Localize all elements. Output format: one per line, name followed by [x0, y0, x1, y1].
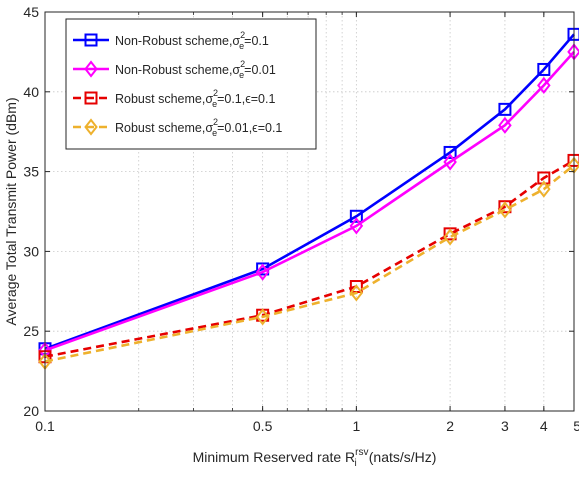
- x-tick-label: 0.5: [253, 418, 273, 434]
- x-tick-label: 2: [446, 418, 454, 434]
- x-axis-label-main: Minimum Reserved rate R: [193, 449, 356, 465]
- x-tick-label: 0.1: [35, 418, 55, 434]
- y-tick-label: 30: [23, 243, 39, 259]
- y-axis-label: Average Total Transmit Power (dBm): [3, 97, 19, 325]
- legend-label-text: Non-Robust scheme,σ: [115, 34, 240, 48]
- y-tick-label: 25: [23, 323, 39, 339]
- x-tick-label: 1: [352, 418, 360, 434]
- x-axis-label-superscript: rsv: [355, 447, 368, 458]
- legend-label-value: =0.1,ϵ=0.1: [217, 92, 275, 106]
- x-tick-label: 5: [573, 418, 579, 434]
- y-tick-label: 45: [23, 4, 39, 20]
- legend-label-value: =0.01: [244, 63, 276, 77]
- legend-label-text: Robust scheme,σ: [115, 92, 213, 106]
- x-axis-label-subscript: i: [355, 458, 357, 469]
- y-tick-label: 35: [23, 164, 39, 180]
- y-tick-label: 20: [23, 403, 39, 419]
- legend-label-value: =0.1: [244, 34, 269, 48]
- legend-label-text: Non-Robust scheme,σ: [115, 63, 240, 77]
- legend-label-text: Robust scheme,σ: [115, 121, 213, 135]
- x-axis-label-unit: (nats/s/Hz): [369, 449, 437, 465]
- x-tick-label: 3: [501, 418, 509, 434]
- x-tick-label: 4: [540, 418, 548, 434]
- legend-label-value: =0.01,ϵ=0.1: [217, 121, 282, 135]
- y-tick-label: 40: [23, 84, 39, 100]
